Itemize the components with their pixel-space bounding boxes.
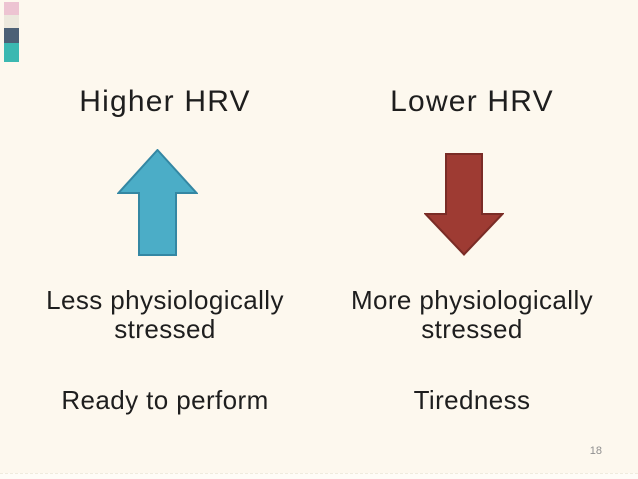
higher-hrv-stress-text: Less physiologically stressed xyxy=(15,286,315,344)
higher-hrv-title: Higher HRV xyxy=(79,85,251,118)
slide-bottom-edge xyxy=(0,473,638,479)
lower-hrv-stress-text: More physiologically stressed xyxy=(322,286,622,344)
stress-line-1: More physiologically xyxy=(350,285,594,315)
stripe-block-slate xyxy=(4,28,19,43)
lower-hrv-title: Lower HRV xyxy=(390,85,554,118)
stripe-block-cream xyxy=(4,15,19,28)
stress-line-1: Less physiologically xyxy=(46,285,284,315)
up-arrow-shape xyxy=(116,148,199,256)
stress-line-2: stressed xyxy=(114,314,216,344)
stripe-block-teal xyxy=(4,43,19,62)
corner-stripe-decoration xyxy=(4,2,19,62)
down-arrow-shape xyxy=(423,153,505,256)
lower-hrv-outcome-text: Tiredness xyxy=(413,385,531,415)
down-arrow-icon xyxy=(423,153,505,256)
higher-hrv-outcome-text: Ready to perform xyxy=(61,385,269,415)
stripe-block-pink xyxy=(4,2,19,15)
up-arrow-icon xyxy=(116,148,199,256)
page-number: 18 xyxy=(589,445,602,457)
stress-line-2: stressed xyxy=(421,314,523,344)
